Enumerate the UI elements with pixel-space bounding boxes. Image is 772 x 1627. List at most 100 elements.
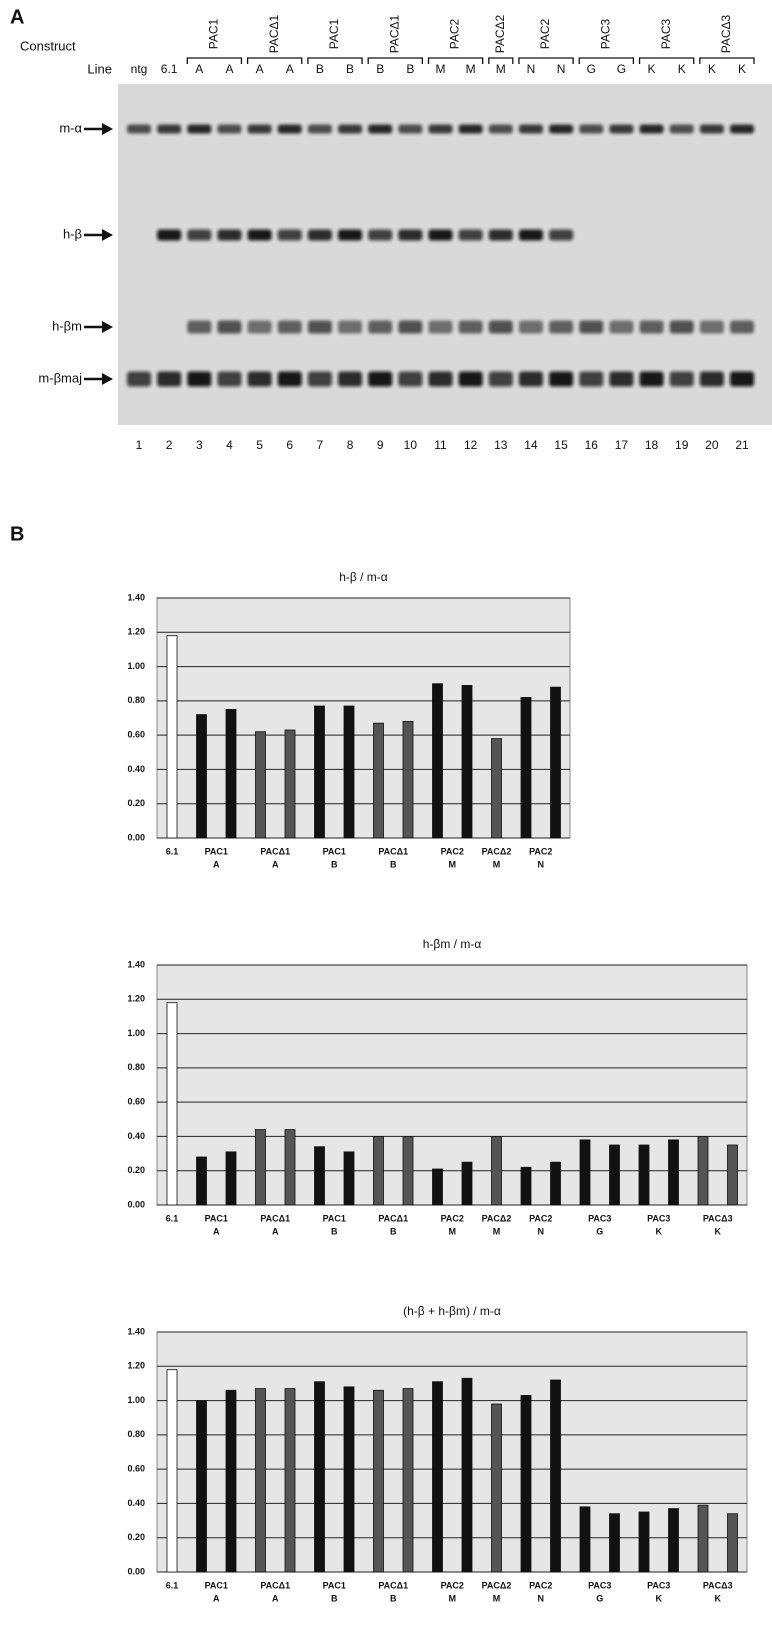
chart-title: (h-β + h-βm) / m-α xyxy=(403,1304,501,1318)
construct-label: PACΔ2 xyxy=(493,14,507,53)
x-tick-label: PAC1 xyxy=(205,1213,228,1223)
band-arrow-head xyxy=(102,321,113,333)
gel-band xyxy=(248,125,272,134)
gel-band xyxy=(670,125,694,134)
x-tick-sublabel: M xyxy=(493,1593,501,1603)
x-tick-label: PAC2 xyxy=(441,1213,464,1223)
gel-band xyxy=(248,372,272,387)
x-tick-label: PAC2 xyxy=(529,846,552,856)
page: A Construct Line B ntg6.1AAAABBBBMMMNNGG… xyxy=(0,0,772,1622)
band-label: h-βm xyxy=(52,318,82,333)
x-tick-label: PAC3 xyxy=(588,1580,611,1590)
x-tick-label: PACΔ2 xyxy=(482,1580,512,1590)
gel-band xyxy=(670,372,694,387)
lane-number: 13 xyxy=(494,438,508,452)
gel-band xyxy=(489,230,513,241)
chart-title: h-β / m-α xyxy=(339,570,388,584)
bar xyxy=(226,1390,236,1572)
x-tick-label: PAC3 xyxy=(588,1213,611,1223)
gel-band xyxy=(519,230,543,241)
x-tick-sublabel: K xyxy=(715,1226,722,1236)
gel-band xyxy=(609,125,633,134)
bar xyxy=(610,1145,620,1205)
lane-line-label: N xyxy=(557,62,566,76)
gel-band xyxy=(248,230,272,241)
x-tick-sublabel: K xyxy=(656,1226,663,1236)
bar xyxy=(639,1145,649,1205)
y-tick-label: 1.20 xyxy=(127,627,145,637)
bar xyxy=(403,721,413,838)
x-tick-label: PACΔ2 xyxy=(482,1213,512,1223)
y-tick-label: 0.40 xyxy=(127,764,145,774)
y-tick-label: 0.20 xyxy=(127,1165,145,1175)
lane-line-label: M xyxy=(436,62,446,76)
lane-number: 18 xyxy=(645,438,659,452)
x-tick-sublabel: N xyxy=(538,859,545,869)
bar xyxy=(462,685,472,838)
lane-line-label: N xyxy=(527,62,536,76)
x-tick-sublabel: A xyxy=(213,1226,220,1236)
y-tick-label: 0.60 xyxy=(127,1464,145,1474)
lane-number: 4 xyxy=(226,438,233,452)
x-tick-sublabel: K xyxy=(715,1593,722,1603)
construct-label: PAC3 xyxy=(659,18,673,49)
gel-band xyxy=(489,372,513,387)
y-tick-label: 0.00 xyxy=(127,1199,145,1209)
lane-line-label: G xyxy=(587,62,596,76)
x-tick-label: PACΔ1 xyxy=(260,846,290,856)
gel-band xyxy=(217,372,241,387)
lane-line-label: 6.1 xyxy=(161,62,178,76)
bar xyxy=(551,1162,561,1205)
x-tick-sublabel: A xyxy=(272,1226,279,1236)
x-tick-label: PAC3 xyxy=(647,1213,670,1223)
gel-band xyxy=(398,125,422,134)
gel-band xyxy=(549,125,573,134)
lane-number: 7 xyxy=(317,438,324,452)
lane-line-label: B xyxy=(406,62,414,76)
construct-label: PAC2 xyxy=(538,18,552,49)
gel-band xyxy=(640,125,664,134)
gel-band xyxy=(640,321,664,334)
lane-line-label: G xyxy=(617,62,626,76)
bar xyxy=(344,1152,354,1205)
construct-label: PAC1 xyxy=(327,18,341,49)
x-tick-sublabel: M xyxy=(449,1226,457,1236)
x-tick-label: PACΔ3 xyxy=(703,1213,733,1223)
lane-line-label: A xyxy=(256,62,264,76)
bar xyxy=(669,1509,679,1572)
gel-band xyxy=(278,321,302,334)
gel-band xyxy=(609,321,633,334)
gel-band xyxy=(368,125,392,134)
y-tick-label: 0.80 xyxy=(127,1429,145,1439)
plot-area xyxy=(157,1332,747,1572)
x-tick-sublabel: B xyxy=(331,1226,338,1236)
gel-band xyxy=(429,230,453,241)
bar xyxy=(344,706,354,838)
y-tick-label: 0.20 xyxy=(127,798,145,808)
x-tick-label: PACΔ3 xyxy=(703,1580,733,1590)
gel-band xyxy=(308,321,332,334)
gel-band xyxy=(338,372,362,387)
lane-line-label: K xyxy=(648,62,656,76)
bar xyxy=(521,1167,531,1205)
x-tick-label: PAC1 xyxy=(323,1213,346,1223)
gel-band xyxy=(670,321,694,334)
lane-number: 15 xyxy=(554,438,568,452)
panel-label: A xyxy=(10,6,24,28)
bar xyxy=(433,1169,443,1205)
lane-number: 14 xyxy=(524,438,538,452)
x-tick-label: PACΔ1 xyxy=(378,846,408,856)
bar xyxy=(403,1389,413,1572)
gel-band xyxy=(519,321,543,334)
x-tick-label: 6.1 xyxy=(166,846,179,856)
gel-band xyxy=(579,372,603,387)
gel-band xyxy=(278,230,302,241)
lane-line-label: A xyxy=(195,62,203,76)
gel-band xyxy=(549,372,573,387)
bar xyxy=(521,697,531,838)
bar xyxy=(462,1162,472,1205)
bar xyxy=(462,1378,472,1572)
bar xyxy=(698,1505,708,1572)
y-tick-label: 0.80 xyxy=(127,1062,145,1072)
x-tick-label: PACΔ2 xyxy=(482,846,512,856)
